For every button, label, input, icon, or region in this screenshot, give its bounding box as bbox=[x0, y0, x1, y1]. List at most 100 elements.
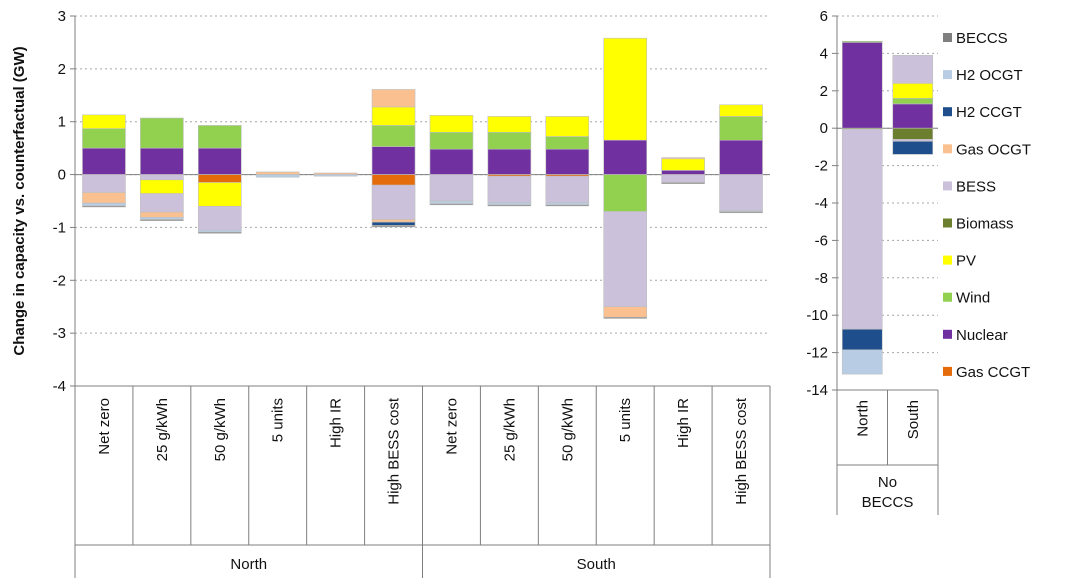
category-label-north-high-ir: High IR bbox=[328, 398, 345, 448]
main-bar-2-pv-segment bbox=[140, 179, 184, 194]
main-bar-8-wind-segment bbox=[487, 131, 532, 150]
legend-swatch-nuclear bbox=[943, 329, 952, 339]
legend-label-beccs: BECCS bbox=[956, 30, 1008, 47]
legend-label-pv: PV bbox=[956, 253, 976, 270]
main-bar-3-gas-ccgt-segment bbox=[197, 174, 242, 183]
no-beccs-bar-2-bess-segment bbox=[892, 54, 934, 84]
main-bar-11-pv-segment bbox=[661, 158, 705, 171]
main-bar-5-h2-ocgt-segment bbox=[313, 174, 358, 177]
y-tick-label: -10 bbox=[806, 307, 828, 324]
main-bar-6-pv-segment bbox=[371, 106, 416, 126]
category-label-south-5-units: 5 units bbox=[617, 398, 634, 442]
y-tick-label: -3 bbox=[53, 325, 66, 342]
legend-label-h2-ocgt: H2 OCGT bbox=[956, 67, 1023, 84]
main-bar-3-nuclear-segment bbox=[197, 147, 242, 175]
no-beccs-bar-2-nuclear-segment bbox=[892, 103, 934, 129]
legend-swatch-pv bbox=[943, 255, 952, 265]
main-bar-10-beccs-segment bbox=[603, 316, 648, 319]
no-beccs-bar-1-nuclear-segment bbox=[841, 41, 883, 129]
main-bar-3-h2-ocgt-segment bbox=[197, 229, 242, 233]
main-bar-4-h2-ocgt-segment bbox=[255, 174, 300, 178]
legend-swatch-biomass bbox=[943, 218, 952, 228]
main-bar-11-gas-ocgt-segment bbox=[661, 157, 705, 160]
y-tick-label: 0 bbox=[820, 120, 828, 137]
main-bar-6-gas-ocgt-segment bbox=[371, 219, 416, 223]
main-bar-6-beccs-segment bbox=[371, 225, 416, 228]
main-bar-9-beccs-segment bbox=[545, 204, 590, 207]
group-label-north: North bbox=[230, 556, 267, 573]
main-bar-6-gas-ccgt-segment bbox=[371, 174, 416, 186]
main-bar-8-beccs-segment bbox=[487, 204, 532, 207]
main-bar-7-beccs-segment bbox=[429, 203, 474, 206]
no-beccs-bar-1-h2-ocgt-segment bbox=[841, 349, 883, 375]
legend-swatch-bess bbox=[943, 181, 952, 191]
category-label-south-50-g-kwh: 50 g/kWh bbox=[559, 398, 576, 461]
legend-swatch-gas-ccgt bbox=[943, 366, 952, 376]
main-bar-12-nuclear-segment bbox=[719, 139, 763, 175]
main-bar-3-wind-segment bbox=[197, 125, 242, 149]
y-tick-label: -2 bbox=[53, 272, 66, 289]
legend-label-biomass: Biomass bbox=[956, 216, 1014, 233]
y-tick-label: -6 bbox=[815, 232, 828, 249]
main-bar-8-bess-segment bbox=[487, 175, 532, 203]
y-tick-label: -4 bbox=[53, 378, 66, 395]
legend: BECCS H2 OCGT H2 CCGT Gas OCGT BESS Biomass PV… bbox=[943, 30, 1031, 381]
main-bar-7-h2-ocgt-segment bbox=[429, 200, 474, 204]
legend-label-gas-ccgt: Gas CCGT bbox=[956, 364, 1030, 381]
y-tick-label: 0 bbox=[58, 167, 66, 184]
main-bar-12-beccs-segment bbox=[719, 211, 763, 214]
category-label-north-high-bess-cost: High BESS cost bbox=[386, 397, 403, 505]
no-beccs-bar-1-h2-ccgt-segment bbox=[841, 328, 883, 351]
y-tick-label: -1 bbox=[53, 219, 66, 236]
category-label-south-high-bess-cost: High BESS cost bbox=[733, 397, 750, 505]
main-bar-8-h2-ocgt-segment bbox=[487, 202, 532, 205]
main-bar-10-nuclear-segment bbox=[603, 139, 648, 175]
y-tick-label: -8 bbox=[815, 270, 828, 287]
legend-label-nuclear: Nuclear bbox=[956, 327, 1008, 344]
category-label-south-25-g-kwh: 25 g/kWh bbox=[501, 398, 518, 461]
main-bar-12-wind-segment bbox=[719, 116, 763, 141]
y-tick-label: 1 bbox=[58, 114, 66, 131]
main-bar-2-bess-segment bbox=[140, 174, 184, 181]
y-tick-label: 2 bbox=[820, 83, 828, 100]
main-bar-1-beccs-segment bbox=[82, 205, 126, 208]
no-beccs-bar-2-pv-segment bbox=[892, 83, 934, 99]
main-bar-3-pv-segment bbox=[197, 182, 242, 207]
legend-label-bess: BESS bbox=[956, 178, 996, 195]
y-tick-label: -14 bbox=[806, 382, 828, 399]
main-bar-9-pv-segment bbox=[545, 116, 590, 137]
main-bar-8-pv-segment bbox=[487, 116, 532, 133]
y-tick-label: -12 bbox=[806, 345, 828, 362]
group-label-south: South bbox=[577, 556, 616, 573]
main-bar-12-pv-segment bbox=[719, 104, 763, 117]
y-tick-label: 6 bbox=[820, 8, 828, 25]
legend-swatch-h2-ccgt bbox=[943, 107, 952, 117]
main-bar-1-nuclear-segment bbox=[82, 147, 126, 175]
main-bar-3-beccs-segment bbox=[197, 231, 242, 234]
legend-swatch-gas-ocgt bbox=[943, 144, 952, 154]
main-bar-1-bess-segment bbox=[82, 174, 126, 193]
category-label-north-5-units: 5 units bbox=[270, 398, 287, 442]
y-tick-label: 2 bbox=[58, 61, 66, 78]
main-bar-2-gas-ocgt-segment bbox=[140, 211, 184, 218]
main-bar-1-wind-segment bbox=[82, 128, 126, 149]
no-beccs-bar-2-wind-segment bbox=[892, 97, 934, 105]
main-bar-7-pv-segment bbox=[429, 115, 474, 133]
legend-swatch-beccs bbox=[943, 33, 952, 42]
main-bar-9-h2-ocgt-segment bbox=[545, 202, 590, 205]
main-bar-9-wind-segment bbox=[545, 136, 590, 150]
main-bar-9-bess-segment bbox=[545, 175, 590, 203]
y-tick-label: -2 bbox=[815, 158, 828, 175]
category-label-south-net-zero: Net zero bbox=[443, 398, 460, 455]
category-label-no-beccs-north: North bbox=[854, 400, 871, 437]
panel-no-beccs: 6 4 2 0 -2 -4 -6 -8 -10 -12 -14 North South No BECCS bbox=[806, 8, 939, 515]
main-bar-10-pv-segment bbox=[603, 37, 648, 141]
y-tick-label: 3 bbox=[58, 8, 66, 25]
main-bar-7-bess-segment bbox=[429, 174, 474, 202]
legend-label-wind: Wind bbox=[956, 290, 990, 307]
main-bar-10-bess-segment bbox=[603, 211, 648, 308]
main-bar-7-nuclear-segment bbox=[429, 148, 474, 175]
main-bar-2-beccs-segment bbox=[140, 219, 184, 222]
legend-label-gas-ocgt: Gas OCGT bbox=[956, 141, 1031, 158]
